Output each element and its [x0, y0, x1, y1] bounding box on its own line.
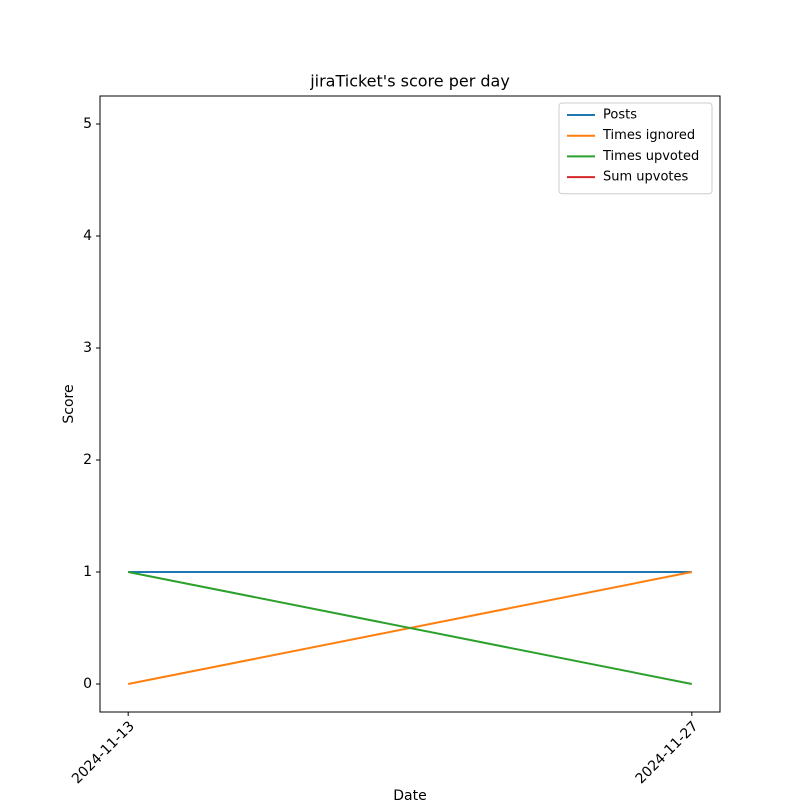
legend-label: Sum upvotes [603, 170, 689, 185]
series-line [127, 571, 693, 685]
legend-label: Times ignored [602, 128, 695, 143]
legend-box [558, 102, 713, 195]
y-tick-label: 1 [83, 564, 92, 580]
plot-frame [99, 95, 721, 713]
legend-label: Times upvoted [602, 149, 699, 164]
y-tick-label: 2 [83, 452, 92, 468]
y-tick-label: 0 [83, 676, 92, 692]
chart-title: jiraTicket's score per day [309, 72, 510, 91]
y-tick-label: 4 [83, 228, 92, 244]
legend-label: Posts [603, 108, 637, 123]
y-tick-label: 3 [83, 340, 92, 356]
y-axis-label: Score [61, 384, 77, 423]
y-tick-label: 5 [83, 116, 92, 132]
x-axis-label: Date [393, 788, 426, 800]
